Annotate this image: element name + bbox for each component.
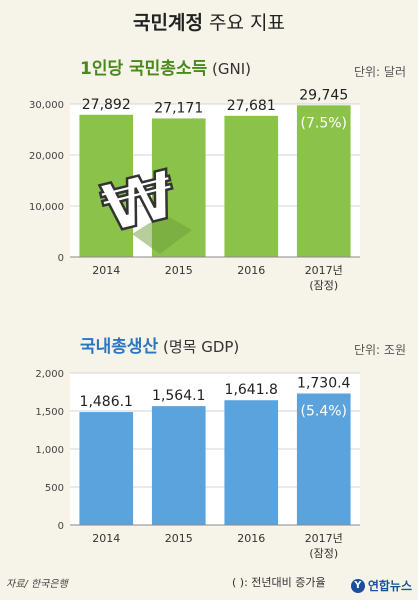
gdp-title: 국내총생산 (명목 GDP) [80, 332, 239, 357]
gni-value-label: 27,681 [227, 98, 276, 114]
logo: Y 연합뉴스 [350, 577, 412, 594]
gdp-category-label: 2014 [92, 532, 120, 545]
gdp-value-label: 1,641.8 [225, 382, 278, 398]
source: 자료/ 한국은행 [6, 579, 68, 590]
gdp-ytick-label: 500 [45, 483, 64, 494]
gdp-growth-label: (5.4%) [301, 403, 348, 419]
gni-bar [296, 105, 351, 257]
gdp-category-sub: (잠정) [309, 547, 338, 560]
gni-ytick-label: 30,000 [29, 100, 64, 111]
gdp-value-label: 1,564.1 [152, 388, 205, 404]
gdp-title-sub: (명목 GDP) [158, 338, 240, 356]
gdp-category-label: 2017년 [305, 532, 343, 545]
gdp-value-label: 1,486.1 [80, 394, 133, 410]
gdp-bar [79, 412, 134, 525]
gni-title: 1인당 국민총소득 (GNI) [80, 54, 251, 79]
gni-category-label: 2015 [165, 264, 193, 277]
gdp-category-label: 2016 [237, 532, 265, 545]
title-rest: 주요 지표 [202, 12, 285, 34]
gdp-bar [296, 393, 351, 525]
gni-bar [79, 114, 134, 258]
page-title: 국민계정 주요 지표 [0, 8, 418, 35]
gdp-unit: 단위: 조원 [353, 343, 406, 357]
note: ( ): 전년대비 증가율 [232, 576, 326, 589]
gdp-ytick-label: 0 [58, 521, 64, 532]
logo-text: 연합뉴스 [367, 579, 412, 593]
gni-title-sub: (GNI) [207, 60, 251, 78]
gni-growth-label: (7.5%) [301, 115, 348, 131]
gni-category-label: 2014 [92, 264, 120, 277]
gdp-category-label: 2015 [165, 532, 193, 545]
gni-value-label: 29,745 [299, 87, 348, 103]
gdp-ytick-label: 1,000 [35, 445, 64, 456]
gdp-ytick-label: 1,500 [35, 407, 64, 418]
gdp-bar [151, 406, 206, 525]
gni-unit: 단위: 달러 [353, 65, 406, 79]
gdp-bar [224, 400, 279, 525]
gni-ytick-label: 20,000 [29, 151, 64, 162]
gni-bar [224, 115, 279, 257]
gni-title-main: 1인당 국민총소득 [80, 59, 208, 79]
gni-value-label: 27,892 [82, 97, 131, 113]
gni-category-label: 2016 [237, 264, 265, 277]
gdp-ytick-label: 2,000 [35, 369, 64, 380]
gni-category-label: 2017년 [305, 264, 343, 277]
gni-chart: 0 10,000 20,000 30,000 27,892 2014 27,171 2015 2… [29, 87, 360, 292]
gdp-chart: 0 500 1,000 1,500 2,000 1,486.1 2014 1,564.1 201… [35, 369, 360, 560]
gni-value-label: 27,171 [154, 100, 203, 116]
gni-ytick-label: 10,000 [29, 202, 64, 213]
gni-category-sub: (잠정) [309, 279, 338, 292]
gdp-value-label: 1,730.4 [297, 375, 351, 391]
gdp-title-main: 국내총생산 [80, 337, 159, 357]
gni-ytick-label: 0 [58, 253, 64, 264]
title-main: 국민계정 [133, 12, 203, 34]
logo-icon: Y [350, 578, 365, 593]
